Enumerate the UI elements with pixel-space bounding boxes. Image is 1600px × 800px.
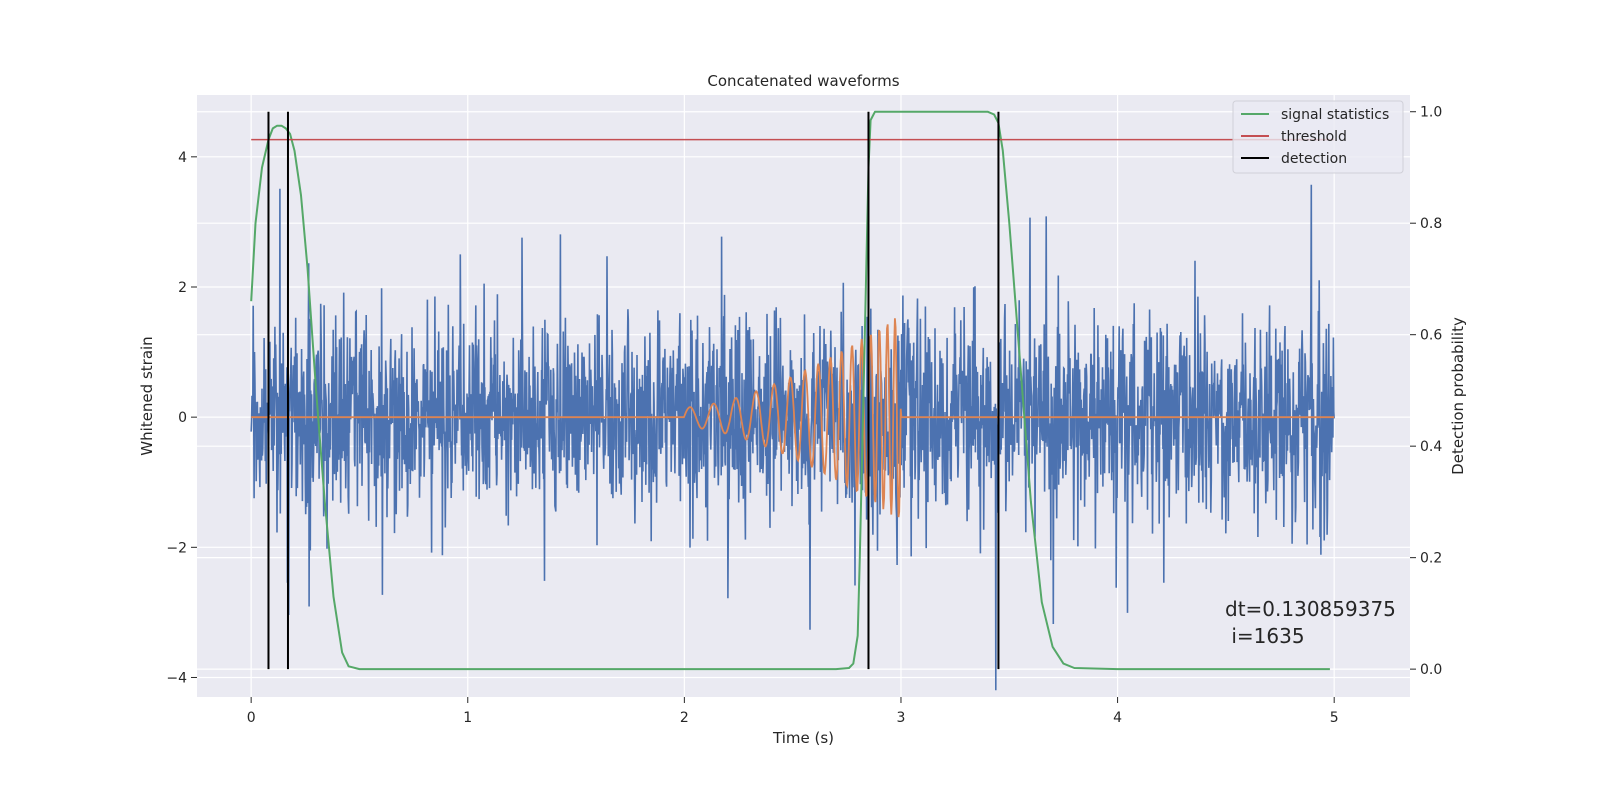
y-left-tick-label--2: −2 xyxy=(166,540,187,556)
legend-box xyxy=(1232,100,1404,174)
chart-title: Concatenated waveforms xyxy=(707,72,899,90)
x-tick-label-3: 3 xyxy=(897,710,906,726)
y-right-tick-label-1: 1.0 xyxy=(1420,105,1442,121)
y-right-tick-label-0.6: 0.6 xyxy=(1420,328,1442,344)
y-left-tick-label-4: 4 xyxy=(178,150,187,166)
x-tick-label-4: 4 xyxy=(1113,710,1122,726)
y-axis-label-right: Detection probability xyxy=(1449,317,1467,475)
annotation-dt: dt=0.130859375 xyxy=(1225,597,1396,621)
legend: signal statistics threshold detection xyxy=(1232,100,1404,174)
legend-label-threshold: threshold xyxy=(1281,129,1347,145)
y-left-tick-label-0: 0 xyxy=(178,410,187,426)
detection-lines xyxy=(267,111,1000,670)
chirp-series xyxy=(251,318,1335,518)
legend-label-signal-statistics: signal statistics xyxy=(1281,107,1389,123)
x-tick-label-2: 2 xyxy=(680,710,689,726)
y-right-tick-label-0.4: 0.4 xyxy=(1420,439,1442,455)
signal-statistics-line xyxy=(250,110,1330,671)
signal-statistics-series xyxy=(250,110,1330,671)
x-tick-label-1: 1 xyxy=(463,710,472,726)
y-right-tick-label-0.8: 0.8 xyxy=(1420,216,1442,232)
legend-label-detection: detection xyxy=(1281,151,1347,167)
x-tick-label-0: 0 xyxy=(247,710,256,726)
y-right-tick-label-0: 0.0 xyxy=(1420,662,1442,678)
y-axis-label-left: Whitened strain xyxy=(138,336,156,455)
axis-ticks: 0 1 2 3 4 5 −4 −2 0 2 4 0.0 0.2 0.4 0.6 0.8 1.0 xyxy=(166,105,1442,726)
x-tick-label-5: 5 xyxy=(1330,710,1339,726)
x-axis-label: Time (s) xyxy=(772,729,834,747)
annotation-index: i=1635 xyxy=(1225,624,1305,648)
y-right-tick-label-0.2: 0.2 xyxy=(1420,551,1442,567)
y-left-tick-label--4: −4 xyxy=(166,670,187,686)
chirp-line xyxy=(251,318,1335,518)
y-left-tick-label-2: 2 xyxy=(178,280,187,296)
